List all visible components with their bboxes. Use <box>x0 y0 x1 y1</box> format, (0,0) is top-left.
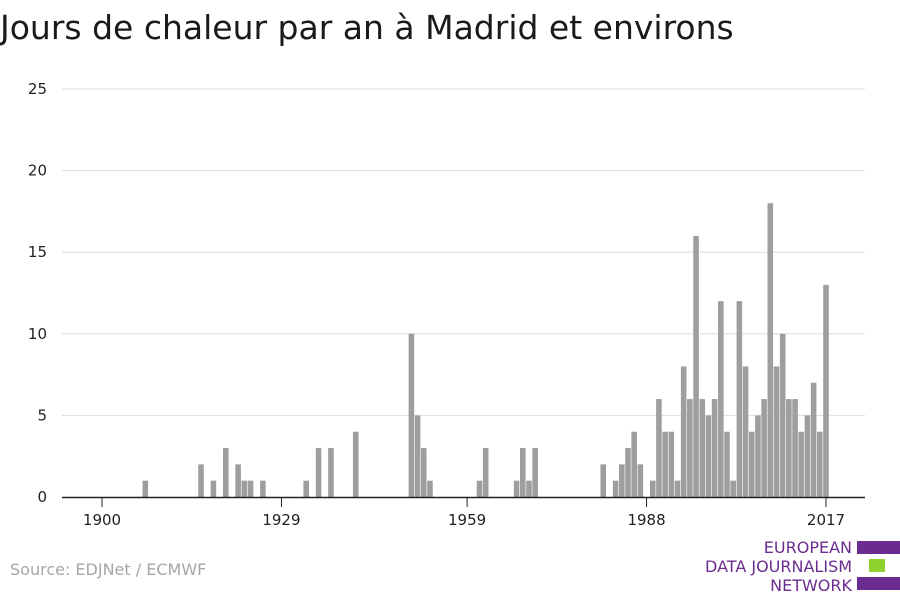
bar-2016[interactable] <box>817 431 823 497</box>
source-note: Source: EDJNet / ECMWF <box>10 560 207 579</box>
y-tick-label: 10 <box>28 325 47 343</box>
bar-2012[interactable] <box>792 399 798 497</box>
bar-2017[interactable] <box>823 284 829 497</box>
bar-1952[interactable] <box>420 448 427 497</box>
y-tick-label: 5 <box>37 406 47 424</box>
bar-1923[interactable] <box>241 480 248 497</box>
bar-1968[interactable] <box>520 448 526 497</box>
bar-1907[interactable] <box>142 480 149 497</box>
logo-bar-1 <box>857 541 900 554</box>
bar-1984[interactable] <box>619 464 625 497</box>
bar-1987[interactable] <box>637 464 644 497</box>
logo-line-3: NETWORK <box>770 576 852 595</box>
bar-1967[interactable] <box>513 480 520 497</box>
bar-1933[interactable] <box>303 480 309 497</box>
logo-line-2: DATA JOURNALISM <box>705 557 852 576</box>
bar-1999[interactable] <box>711 399 718 497</box>
x-tick-label: 1988 <box>627 511 665 529</box>
bar-1995[interactable] <box>687 399 693 497</box>
x-tick-label: 1959 <box>448 511 486 529</box>
bar-1941[interactable] <box>352 431 359 497</box>
bar-2006[interactable] <box>755 415 761 497</box>
bar-1922[interactable] <box>235 464 241 497</box>
bar-2000[interactable] <box>718 301 724 497</box>
bars <box>142 203 829 498</box>
bar-2002[interactable] <box>730 480 736 497</box>
bar-2008[interactable] <box>767 203 774 498</box>
logo-bar-3 <box>857 577 900 590</box>
x-tick-label: 1900 <box>83 511 121 529</box>
bar-2010[interactable] <box>779 333 786 497</box>
bar-2007[interactable] <box>761 399 767 497</box>
bar-1951[interactable] <box>414 415 421 497</box>
edjnet-logo[interactable]: EUROPEAN DATA JOURNALISM NETWORK <box>700 538 900 596</box>
bar-1935[interactable] <box>315 448 322 497</box>
bar-2004[interactable] <box>742 366 749 497</box>
bar-1992[interactable] <box>668 431 675 497</box>
bar-1950[interactable] <box>408 333 415 497</box>
x-tick-label: 2017 <box>807 511 845 529</box>
bar-1986[interactable] <box>631 431 637 497</box>
bar-1997[interactable] <box>699 399 706 497</box>
y-tick-label: 0 <box>37 488 47 506</box>
bar-2003[interactable] <box>736 301 743 497</box>
bar-2015[interactable] <box>810 382 817 497</box>
bar-2001[interactable] <box>724 431 730 497</box>
bar-1983[interactable] <box>612 480 619 497</box>
bar-1994[interactable] <box>680 366 687 497</box>
bar-2011[interactable] <box>786 399 792 497</box>
bar-2014[interactable] <box>804 415 811 497</box>
bar-1920[interactable] <box>222 448 229 497</box>
bar-1996[interactable] <box>693 235 699 497</box>
bar-1924[interactable] <box>247 480 254 497</box>
y-tick-label: 20 <box>28 162 47 180</box>
gridlines <box>62 88 865 416</box>
bar-1916[interactable] <box>198 464 204 497</box>
bar-1970[interactable] <box>532 448 538 497</box>
bar-1926[interactable] <box>260 480 266 497</box>
bar-1989[interactable] <box>649 480 656 497</box>
y-axis-ticks: 0 5 10 15 20 25 <box>28 80 47 506</box>
bar-1993[interactable] <box>674 480 681 497</box>
bar-1981[interactable] <box>600 464 607 497</box>
chart-title: Jours de chaleur par an à Madrid et envi… <box>0 8 734 47</box>
bar-1962[interactable] <box>482 448 489 497</box>
bar-1937[interactable] <box>328 448 334 497</box>
logo-bar-2 <box>869 559 885 572</box>
bar-2009[interactable] <box>773 366 780 497</box>
logo-line-1: EUROPEAN <box>763 538 852 557</box>
bar-1990[interactable] <box>656 399 662 497</box>
y-tick-label: 25 <box>28 80 47 98</box>
bar-2013[interactable] <box>798 431 805 497</box>
bar-1961[interactable] <box>476 480 483 497</box>
bar-1918[interactable] <box>210 480 217 497</box>
bar-1969[interactable] <box>526 480 532 497</box>
x-axis-ticks: 1900 1929 1959 1988 2017 <box>83 497 845 529</box>
bar-1998[interactable] <box>705 415 712 497</box>
bar-2005[interactable] <box>748 431 755 497</box>
bar-1985[interactable] <box>625 448 631 497</box>
bar-1991[interactable] <box>662 431 668 497</box>
y-tick-label: 15 <box>28 243 47 261</box>
x-tick-label: 1929 <box>262 511 300 529</box>
bar-1953[interactable] <box>427 480 433 497</box>
